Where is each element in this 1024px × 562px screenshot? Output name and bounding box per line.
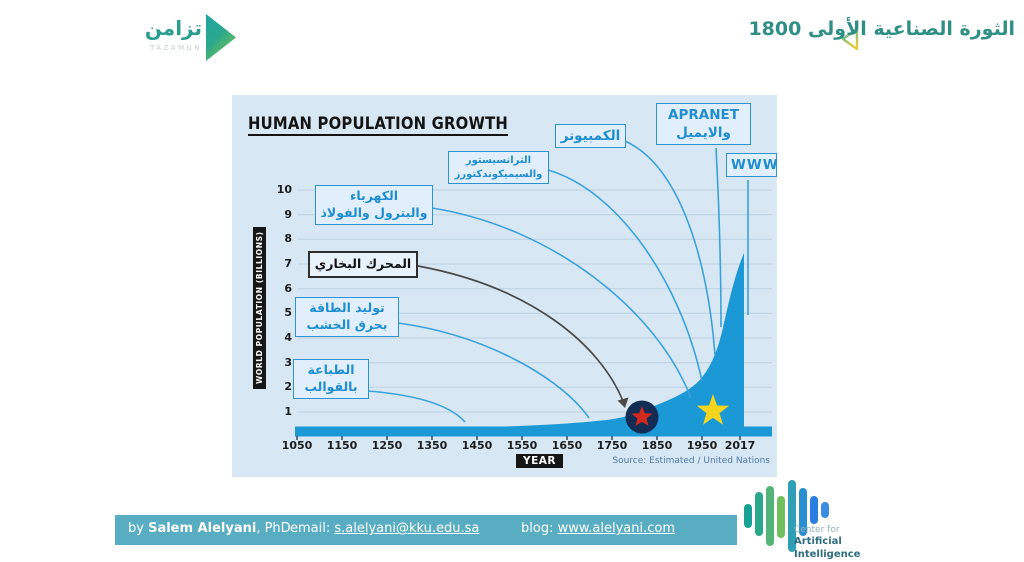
tazamun-arabic-wordmark: تزامن <box>144 16 202 40</box>
callout-wood-burning-energy: توليد الطاقة بحرق الخشب <box>295 297 399 337</box>
author-name: Salem Alelyani <box>148 521 257 536</box>
cai-logo-bar <box>788 480 796 552</box>
cai-logo-bar <box>766 486 774 546</box>
x-tick: 1750 <box>596 439 628 452</box>
blog-link[interactable]: www.alelyani.com <box>557 521 676 536</box>
x-tick: 1250 <box>371 439 403 452</box>
callout-text: الطباعة <box>307 362 355 377</box>
x-tick: 1550 <box>506 439 538 452</box>
y-tick: 8 <box>284 232 292 245</box>
population-area <box>297 253 744 436</box>
x-tick: 1650 <box>551 439 583 452</box>
callout-text: المحرك البخاري <box>314 256 412 271</box>
callout-text: والبترول والفولاذ <box>320 204 428 220</box>
callout-text: بالقوالب <box>304 378 358 394</box>
blog-label: blog: <box>521 521 558 536</box>
callout-text: والايميل <box>676 125 731 142</box>
cai-logo-text: Center for Artificial Intelligence <box>794 525 910 561</box>
y-tick: 1 <box>284 405 292 418</box>
tazamun-latin-wordmark: TAZAMUN <box>149 44 202 52</box>
arrowhead <box>617 397 629 408</box>
y-tick: 7 <box>284 257 292 270</box>
cai-logo-line1: Center for <box>794 525 840 535</box>
cai-logo-bar <box>744 504 752 528</box>
x-tick: 1350 <box>416 439 448 452</box>
x-axis-ticks <box>296 436 741 440</box>
email-label: email: <box>290 521 335 536</box>
y-tick: 9 <box>284 208 292 221</box>
callout-connectors <box>367 140 749 423</box>
y-tick: 2 <box>284 380 292 393</box>
y-tick: 4 <box>284 331 292 344</box>
callout-text: توليد الطاقة <box>309 300 385 315</box>
callout-text: الترانسيستور <box>465 155 532 166</box>
email-credit: email: s.alelyani@kku.edu.sa <box>290 521 479 536</box>
callout-www: WWW <box>726 153 779 178</box>
callout-text: بحرق الخشب <box>306 316 388 332</box>
callout-text: APRANET <box>668 107 739 123</box>
callout-text: الكمبيوتر <box>560 128 621 144</box>
x-tick: 1150 <box>326 439 358 452</box>
x-axis-label: YEAR <box>516 454 563 468</box>
x-tick: 1450 <box>461 439 493 452</box>
callout-steam-engine: المحرك البخاري <box>308 251 418 278</box>
page-title: الثورة الصناعية الأولى 1800 <box>748 18 1015 40</box>
tazamun-icon-line <box>128 42 135 44</box>
y-tick: 5 <box>284 306 292 319</box>
author-title: , PhD <box>256 521 291 536</box>
callout-text: WWW <box>731 157 779 173</box>
callout-block-printing: الطباعة بالقوالب <box>293 359 369 399</box>
y-tick: 10 <box>276 183 292 196</box>
steam-engine-arrow <box>417 265 624 402</box>
callout-electricity-petroleum-steel: الكهرباء والبترول والفولاذ <box>315 185 433 225</box>
callout-transistor-semiconductors: الترانسيستور والسيميكوندكتورز <box>448 151 549 184</box>
cai-logo: Center for Artificial Intelligence <box>740 478 910 561</box>
tazamun-icon-line <box>128 37 137 39</box>
tazamun-logo: تزامن TAZAMUN <box>126 14 236 66</box>
cai-logo-bar <box>799 488 807 536</box>
blog-credit: blog: www.alelyani.com <box>521 521 675 536</box>
by-label: by <box>128 521 149 536</box>
population-growth-chart: HUMAN POPULATION GROWTH WORLD POPULATION… <box>232 95 779 477</box>
cai-logo-bar <box>821 502 829 518</box>
tazamun-icon-line <box>128 32 137 34</box>
callout-text: والسيميكوندكتورز <box>454 168 543 180</box>
x-tick: 1850 <box>641 439 673 452</box>
cai-logo-line2: Artificial Intelligence <box>794 536 861 560</box>
x-tick: 1950 <box>686 439 718 452</box>
x-tick: 1050 <box>281 439 313 452</box>
red-star-icon <box>631 406 653 426</box>
author-credit: by Salem Alelyani, PhD <box>128 521 291 536</box>
source-note: Source: Estimated / United Nations <box>612 456 770 466</box>
y-tick: 6 <box>284 282 292 295</box>
x-tick: 2017 <box>724 439 756 452</box>
cai-logo-bar <box>777 496 785 538</box>
yellow-star-icon <box>696 394 730 425</box>
callout-text: الكهرباء <box>349 188 399 203</box>
cai-logo-bar <box>755 492 763 536</box>
callout-apranet-email: APRANET والايميل <box>656 103 751 146</box>
title-triangle-icon <box>841 27 859 51</box>
y-tick: 3 <box>284 356 292 369</box>
y-axis-label: WORLD POPULATION (BILLIONS) <box>253 227 266 389</box>
chart-title: HUMAN POPULATION GROWTH <box>248 114 509 136</box>
footer-bar: by Salem Alelyani, PhD email: s.alelyani… <box>115 515 737 545</box>
chart-canvas <box>295 140 772 440</box>
tazamun-play-icon <box>206 14 236 61</box>
callout-computer: الكمبيوتر <box>555 124 626 149</box>
email-link[interactable]: s.alelyani@kku.edu.sa <box>334 521 480 536</box>
cai-logo-bar <box>810 496 818 524</box>
